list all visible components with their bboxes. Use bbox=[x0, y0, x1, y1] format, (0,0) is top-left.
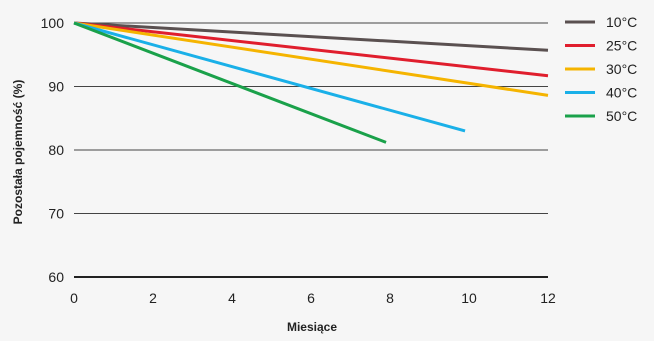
x-tick-label-6: 6 bbox=[307, 290, 315, 306]
y-tick-label-60: 60 bbox=[48, 269, 64, 285]
y-tick-label-90: 90 bbox=[48, 79, 64, 95]
x-tick-label-2: 2 bbox=[149, 290, 157, 306]
x-axis-title: Miesiące bbox=[287, 320, 337, 334]
series-line-4 bbox=[73, 21, 387, 144]
legend-label-3: 40°C bbox=[606, 85, 637, 101]
legend-label-0: 10°C bbox=[606, 14, 637, 30]
x-tick-label-12: 12 bbox=[540, 290, 556, 306]
x-tick-label-4: 4 bbox=[228, 290, 236, 306]
series-line-1 bbox=[73, 21, 549, 78]
series-line-3 bbox=[73, 21, 466, 133]
legend-label-2: 30°C bbox=[606, 61, 637, 77]
legend-label-1: 25°C bbox=[606, 38, 637, 54]
legend-label-4: 50°C bbox=[606, 108, 637, 124]
series-line-2 bbox=[73, 21, 549, 97]
y-tick-label-80: 80 bbox=[48, 142, 64, 158]
legend: 10°C 25°C 30°C 40°C 50°C bbox=[565, 14, 637, 124]
x-axis-tick-labels: 0 2 4 6 8 10 12 bbox=[70, 290, 556, 306]
x-tick-label-0: 0 bbox=[70, 290, 78, 306]
y-tick-label-100: 100 bbox=[41, 15, 65, 31]
x-tick-label-8: 8 bbox=[386, 290, 394, 306]
y-axis-tick-labels: 60 70 80 90 100 bbox=[41, 15, 65, 285]
y-tick-label-70: 70 bbox=[48, 206, 64, 222]
grid-lines bbox=[74, 22, 548, 278]
series-lines bbox=[73, 21, 549, 144]
y-axis-title: Pozostała pojemność (%) bbox=[11, 80, 25, 225]
series-line-0 bbox=[73, 21, 549, 52]
x-tick-label-10: 10 bbox=[461, 290, 477, 306]
